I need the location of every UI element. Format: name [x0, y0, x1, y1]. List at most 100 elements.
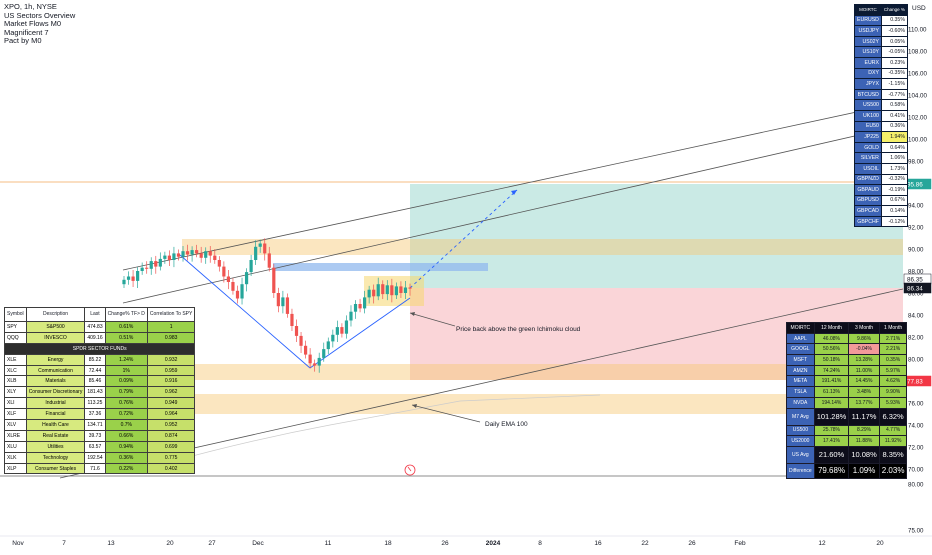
sector-correlation: 0.874 [146, 429, 196, 442]
mag7-header-cell: 12 Month [813, 322, 850, 334]
forex-change: -0.19% [880, 184, 908, 196]
forex-row: GOLD 0.64% [854, 141, 908, 154]
sector-header-cell: Description [25, 307, 86, 322]
mag7-row: GOOGL 50.56% -0.04% 2.21% [786, 343, 908, 356]
sector-header-row: Symbol Description Last Change% TF> D Correl… [4, 307, 196, 322]
forex-row: JPYX -1.15% [854, 78, 908, 90]
sector-change: 0.22% [104, 462, 148, 475]
sector-symbol: XLV [4, 419, 27, 431]
currency-label[interactable]: USD [912, 5, 926, 12]
sector-row: XLC Communication 72.44 1% 0.959 [4, 364, 196, 377]
mag7-summary-row: M7 Avg 101.28% 11.17% 6.32% [786, 407, 908, 426]
sector-description: Utilities [25, 440, 86, 453]
forex-row: EU50 0.36% [854, 120, 908, 133]
forex-symbol: SILVER [854, 152, 882, 164]
forex-symbol: GOLD [854, 141, 882, 154]
mag7-row: NVDA 194.14% 13.77% 5.93% [786, 396, 908, 409]
mag7-1m: 11.92% [878, 435, 908, 447]
candle-body [299, 335, 303, 346]
sector-description: Technology [25, 451, 86, 464]
candle-body [308, 354, 312, 364]
ichimoku-arrow-line [409, 312, 456, 327]
candle-body [267, 253, 271, 268]
candle-body [367, 289, 371, 298]
sector-correlation: 0.959 [146, 364, 196, 377]
candle-body [217, 260, 221, 267]
mag7-summary-row: US Avg 21.60% 10.08% 8.35% [786, 445, 908, 464]
ema-arrow-line [411, 404, 481, 423]
event-marker[interactable] [404, 464, 416, 476]
price-tag-label: 77.83 [907, 379, 923, 386]
mag7-summary-12m: 79.68% [813, 462, 850, 479]
forex-change: -0.77% [880, 88, 908, 101]
price-tick-label: 90.00 [908, 247, 924, 254]
price-tick-label: 76.00 [908, 401, 924, 408]
mag7-header-row: MOIRTC 12 Month 3 Month 1 Month [786, 322, 908, 334]
projection-arrowhead [511, 190, 517, 195]
sector-change: 0.51% [104, 331, 148, 344]
indicator-1[interactable]: US Sectors Overview [4, 10, 76, 20]
mag7-1m: 4.77% [878, 424, 908, 437]
indicator-4[interactable]: Pact by M0 [4, 36, 42, 46]
time-tick-label: 20 [876, 540, 884, 547]
price-tick-label: 104.00 [908, 93, 927, 100]
mag7-symbol: AMZN [786, 364, 815, 377]
ema-annotation: Daily EMA 100 [485, 421, 528, 428]
sector-symbol: XLF [4, 408, 27, 421]
forex-change: -0.12% [880, 215, 908, 228]
indicator-3[interactable]: Magnificent 7 [4, 27, 49, 37]
channel-top-line [122, 101, 904, 271]
candle-body [122, 279, 126, 285]
price-tick-label: 82.00 [908, 335, 924, 342]
mag7-summary-12m: 101.28% [813, 407, 850, 426]
chart-legend: XPO, 1h, NYSE US Sectors Overview Market… [4, 2, 76, 46]
forex-symbol: GBPCAD [854, 205, 882, 217]
mag7-table: MOIRTC 12 Month 3 Month 1 Month AAPL 46.08% 9.… [786, 322, 908, 479]
sector-last: 85.46 [84, 375, 106, 388]
candle-body [285, 297, 290, 314]
sector-symbol: XLI [4, 397, 27, 410]
mag7-summary-row: Difference 79.68% 1.09% 2.03% [786, 462, 908, 479]
sector-last: 192.54 [84, 451, 106, 464]
sector-change: 0.76% [104, 397, 148, 410]
time-axis[interactable]: Nov 7 13 20 27 Dec 11 18 26 2024 8 16 22 26 Feb 12 20 [0, 535, 932, 547]
candle-body [185, 251, 190, 255]
mag7-summary-12m: 21.60% [813, 445, 850, 464]
forex-symbol: GBPUSD [854, 194, 882, 207]
forex-row: GBPCAD 0.14% [854, 205, 908, 217]
sector-section-row: SPDR SECTOR FUNDs [3, 342, 196, 355]
candle-body [322, 349, 326, 358]
forex-change: 0.05% [880, 35, 908, 48]
candle-body [226, 276, 231, 282]
sector-row: XLE Energy 85.22 1.24% 0.932 [4, 353, 196, 366]
price-tick-label: 100.00 [908, 137, 927, 144]
indicator-2[interactable]: Market Flows M0 [4, 19, 62, 29]
sector-symbol: QQQ [4, 331, 27, 344]
sector-section-label: SPDR SECTOR FUNDs [3, 342, 196, 355]
forex-symbol: GBPAUD [854, 184, 882, 196]
sector-row: XLI Industrial 113.25 0.76% 0.949 [4, 397, 196, 410]
ema-arrowhead [412, 404, 417, 408]
candle-body [254, 246, 258, 260]
sector-row: XLU Utilities 63.57 0.94% 0.699 [4, 440, 196, 453]
forex-change: -0.32% [880, 173, 908, 186]
mag7-3m: 13.77% [848, 396, 880, 409]
sector-change: 0.66% [104, 429, 148, 442]
time-tick-label: 18 [384, 540, 392, 547]
candle-body [353, 304, 358, 312]
wedge-left-line [179, 254, 311, 369]
forex-row: USOIL 1.73% [854, 162, 908, 175]
candle-body [376, 284, 380, 297]
forex-symbol: EURUSD [854, 14, 882, 27]
mag7-summary-label: Difference [786, 462, 815, 479]
mag7-summary-3m: 1.09% [848, 462, 880, 479]
sector-correlation: 0.916 [146, 375, 196, 388]
chart-title[interactable]: XPO, 1h, NYSE [4, 2, 57, 11]
price-axis[interactable]: 70.0072.0074.0076.0078.0080.0082.0084.00… [903, 0, 932, 536]
forex-change: 0.58% [880, 99, 908, 111]
candlestick-series [122, 238, 412, 373]
candle-body [149, 261, 153, 269]
mag7-12m: 50.56% [813, 343, 850, 356]
